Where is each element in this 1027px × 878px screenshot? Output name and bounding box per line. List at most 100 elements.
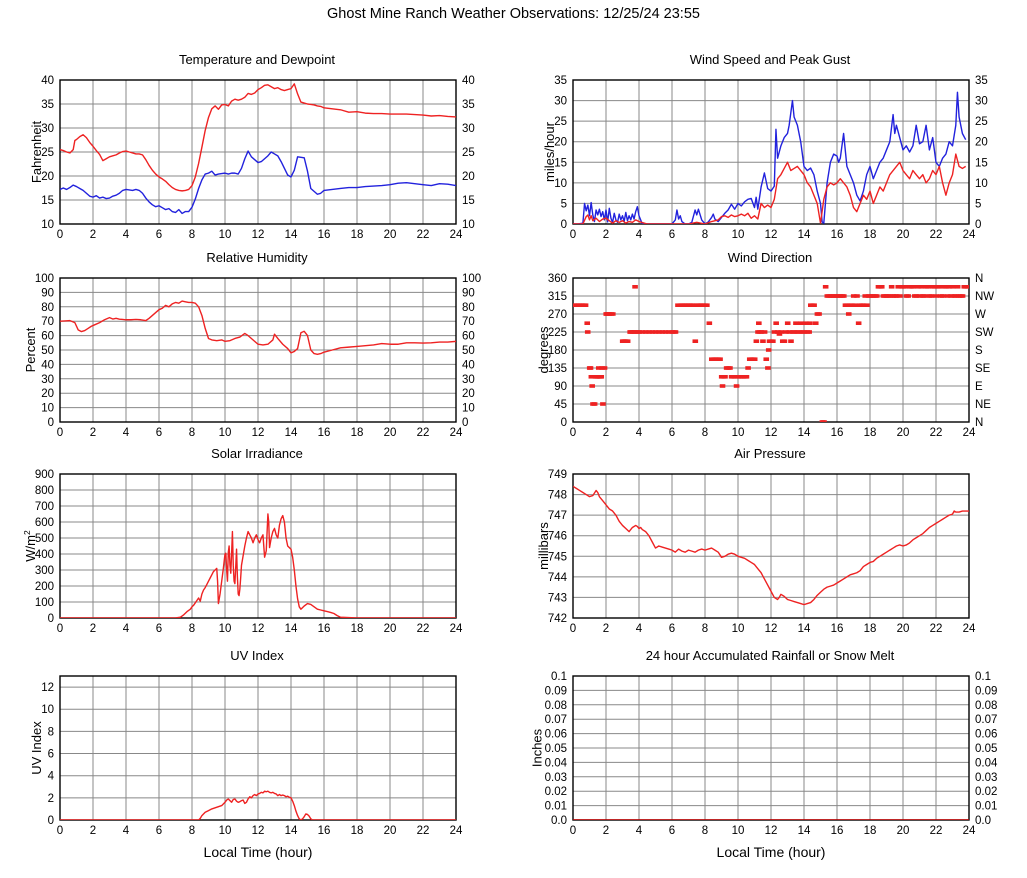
y-tick-label: 30 [554, 96, 567, 108]
right-y-tick-label: 0.03 [975, 772, 997, 784]
chart-title: UV Index [230, 648, 284, 663]
x-tick-label: 22 [417, 825, 430, 837]
page-title: Ghost Mine Ranch Weather Observations: 1… [327, 6, 700, 22]
plot-area-wind-direction: 0 2 4 6 8 10 12 14 16 18 20 22 240459013518022527031… [536, 273, 995, 439]
y-tick-label: 12 [41, 682, 54, 694]
chart-title: Temperature and Dewpoint [178, 52, 336, 67]
right-y-tick-label: NE [975, 399, 991, 411]
x-tick-label: 4 [123, 623, 130, 635]
right-y-tick-label: 0.01 [975, 801, 997, 813]
x-tick-label: 18 [864, 623, 877, 635]
y-axis-title: Inches [529, 728, 544, 767]
chart-title: Solar Irradiance [211, 446, 303, 461]
x-tick-label: 2 [90, 623, 96, 635]
chart-title: 24 hour Accumulated Rainfall or Snow Mel… [645, 648, 895, 663]
y-tick-label: 500 [35, 533, 54, 545]
y-tick-label: 20 [41, 171, 54, 183]
x-tick-label: 0 [57, 229, 63, 241]
chart-solar-irradiance: Solar Irradiance 0 2 4 6 8 10 12 14 16 18 20 22 24 0 10… [6, 446, 508, 646]
right-y-tick-label: N [975, 417, 983, 429]
x-tick-label: 22 [417, 427, 430, 439]
y-tick-label: 30 [41, 374, 54, 386]
right-y-tick-label: 0.0 [975, 815, 991, 827]
x-tick-label: 0 [57, 623, 63, 635]
x-tick-label: 2 [603, 623, 609, 635]
right-y-tick-label: N [975, 273, 983, 285]
x-tick-label: 6 [156, 623, 162, 635]
y-axis-title: Percent [23, 327, 38, 372]
x-tick-label: 14 [285, 825, 298, 837]
right-y-tick-label: 0.02 [975, 786, 997, 798]
right-y-tick-label: 30 [975, 96, 988, 108]
y-tick-label: 5 [561, 198, 567, 210]
y-tick-label: 0.04 [545, 757, 568, 769]
x-tick-label: 4 [636, 229, 643, 241]
y-tick-label: 4 [48, 771, 55, 783]
y-tick-label: 742 [548, 613, 567, 625]
y-tick-label: 747 [548, 510, 567, 522]
x-tick-label: 0 [57, 427, 63, 439]
right-y-tick-label: 0.06 [975, 729, 997, 741]
right-y-tick-label: 0.08 [975, 700, 997, 712]
right-y-tick-label: 0 [975, 219, 981, 231]
right-y-tick-label: 90 [462, 287, 475, 299]
x-tick-label: 6 [669, 427, 675, 439]
y-tick-label: 270 [548, 309, 567, 321]
x-tick-label: 24 [450, 623, 463, 635]
x-tick-label: 16 [318, 825, 331, 837]
x-tick-label: 8 [189, 623, 195, 635]
x-tick-label: 24 [450, 825, 463, 837]
y-tick-label: 745 [548, 551, 567, 563]
y-tick-label: 100 [35, 597, 54, 609]
y-tick-label: 180 [548, 345, 567, 357]
x-tick-label: 18 [864, 229, 877, 241]
x-tick-label: 18 [351, 427, 364, 439]
x-tick-label: 14 [798, 229, 811, 241]
scatter-points [573, 285, 969, 422]
x-tick-label: 8 [189, 427, 195, 439]
x-tick-label: 14 [798, 427, 811, 439]
right-y-tick-label: W [975, 309, 986, 321]
series-line [573, 153, 967, 224]
x-tick-label: 8 [702, 623, 708, 635]
x-tick-label: 10 [732, 623, 745, 635]
series-line [60, 150, 456, 215]
x-tick-label: 10 [219, 229, 232, 241]
y-tick-label: 0.09 [545, 685, 567, 697]
x-tick-label: 6 [669, 825, 675, 837]
x-tick-label: 24 [963, 229, 976, 241]
x-tick-label: 12 [765, 229, 778, 241]
y-tick-label: 15 [41, 195, 54, 207]
x-axis-title: Local Time (hour) [716, 844, 826, 860]
right-y-tick-label: SE [975, 363, 991, 375]
x-tick-label: 22 [417, 623, 430, 635]
y-tick-label: 15 [554, 157, 567, 169]
chart-air-pressure: Air Pressure 0 2 4 6 8 10 12 14 16 18 20 22 24 742 743 7… [519, 446, 1021, 646]
x-tick-label: 16 [831, 229, 844, 241]
x-axis-title: Local Time (hour) [203, 844, 313, 860]
x-tick-label: 24 [963, 427, 976, 439]
right-y-tick-label: 40 [462, 75, 475, 87]
x-tick-label: 16 [831, 427, 844, 439]
x-tick-label: 0 [570, 825, 576, 837]
right-y-tick-label: 70 [462, 316, 475, 328]
y-tick-label: 35 [554, 75, 567, 87]
right-y-tick-label: SW [975, 327, 994, 339]
plot-area-relative-humidity: 0 2 4 6 8 10 12 14 16 18 20 22 240102030405060708090… [23, 273, 481, 439]
y-tick-label: 748 [548, 490, 567, 502]
right-y-tick-label: 25 [462, 147, 475, 159]
series-line [60, 790, 456, 820]
right-y-tick-label: 10 [462, 219, 475, 231]
x-tick-label: 4 [636, 623, 643, 635]
x-tick-label: 12 [765, 825, 778, 837]
y-tick-label: 45 [554, 399, 567, 411]
x-tick-label: 10 [219, 623, 232, 635]
x-tick-label: 20 [897, 427, 910, 439]
y-tick-label: 10 [41, 704, 54, 716]
x-tick-label: 2 [603, 825, 609, 837]
x-tick-label: 10 [219, 427, 232, 439]
y-tick-label: 20 [554, 137, 567, 149]
x-tick-label: 20 [897, 229, 910, 241]
x-tick-label: 18 [864, 825, 877, 837]
